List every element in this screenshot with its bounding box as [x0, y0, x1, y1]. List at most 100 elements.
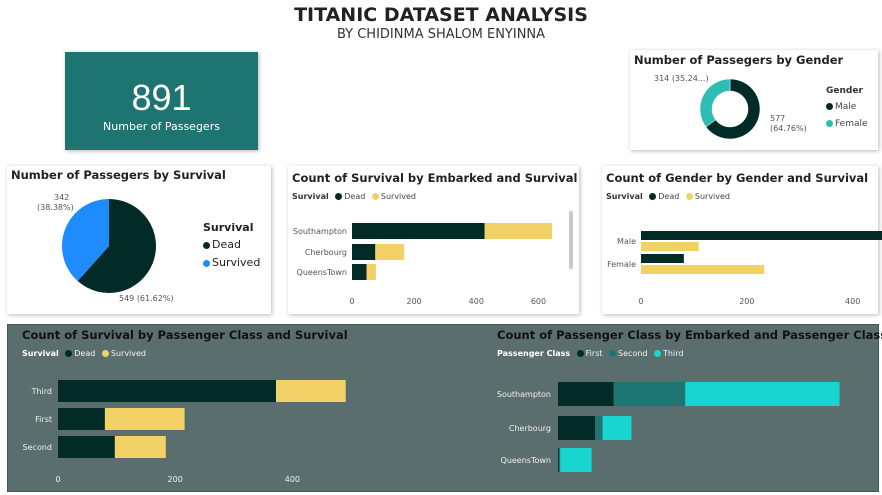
- legend-label: Second: [618, 349, 648, 358]
- survival-pie-card[interactable]: Number of Passegers by Survival 342 (38.…: [7, 166, 271, 314]
- male-dot-icon: [826, 103, 833, 110]
- bar-survived-third[interactable]: [275, 380, 346, 402]
- bar-dead-male[interactable]: [641, 231, 882, 240]
- class-embarked-legend: Passenger Class First Second Third: [497, 349, 683, 358]
- x-tick-label: 600: [531, 297, 546, 306]
- category-label: Third: [31, 387, 52, 396]
- category-label: First: [35, 415, 52, 424]
- x-tick-label: 200: [168, 475, 183, 484]
- male-data-label-count: 577: [770, 114, 786, 123]
- dead-dot-icon: [65, 350, 73, 357]
- dead-data-label: 549 (61.62%): [119, 294, 174, 303]
- passenger-count-card[interactable]: 891 Number of Passegers: [65, 52, 258, 150]
- bar-survived-southampton[interactable]: [484, 223, 553, 239]
- category-label: QueensTown: [501, 456, 551, 465]
- chart-title: Count of Gender by Gender and Survival: [606, 171, 869, 185]
- bar-survived-male[interactable]: [641, 242, 699, 251]
- bar-third-queenstown[interactable]: [560, 448, 592, 472]
- x-tick-label: 0: [55, 475, 60, 484]
- female-dot-icon: [826, 120, 833, 127]
- bar-survived-second[interactable]: [114, 436, 166, 458]
- legend-label: Survived: [694, 192, 731, 201]
- bar-dead-second[interactable]: [58, 436, 115, 458]
- gender-donut-chart[interactable]: [630, 50, 878, 150]
- bar-third-southampton[interactable]: [685, 382, 840, 406]
- legend-label: Dead: [212, 238, 241, 251]
- chart-legend: Survival Dead Survived: [606, 192, 730, 201]
- legend-label: Dead: [74, 349, 96, 358]
- kpi-label: Number of Passegers: [103, 120, 220, 133]
- legend-title: Survival: [203, 221, 254, 234]
- x-tick-label: 400: [285, 475, 300, 484]
- pie-slice-dead[interactable]: [77, 199, 157, 293]
- survived-dot-icon: [685, 193, 693, 200]
- category-label: Second: [23, 443, 52, 452]
- legend-title: Passenger Class: [497, 349, 571, 358]
- survived-data-label-count: 342: [54, 193, 70, 202]
- legend-title: Gender: [826, 86, 863, 96]
- survived-dot-icon: [101, 350, 109, 357]
- gender-survival-chart[interactable]: Male Female 0 200 400: [602, 166, 882, 314]
- gender-survival-card[interactable]: Count of Gender by Gender and Survival S…: [602, 166, 882, 314]
- category-label: Southampton: [497, 390, 551, 399]
- pie-slice-survived[interactable]: [61, 199, 109, 282]
- bar-first-southampton[interactable]: [558, 382, 614, 406]
- legend-label: Dead: [344, 192, 366, 201]
- bar-dead-cherbourg[interactable]: [352, 244, 376, 260]
- embarked-survival-chart[interactable]: Southampton Cherbourg QueensTown 0 200 400 600: [288, 166, 579, 314]
- bar-survived-cherbourg[interactable]: [375, 244, 405, 260]
- class-survival-legend: Survival Dead Survived: [22, 349, 146, 358]
- class-embarked-title: Count of Passenger Class by Embarked and…: [497, 328, 882, 342]
- bar-dead-first[interactable]: [58, 408, 105, 430]
- bar-third-cherbourg[interactable]: [602, 416, 632, 440]
- category-label: Female: [607, 260, 636, 269]
- third-dot-icon: [654, 350, 662, 357]
- gender-donut-card[interactable]: Number of Passegers by Gender 314 (35.24…: [630, 50, 878, 150]
- male-data-label-pct: (64.76%): [770, 124, 807, 133]
- legend-label: Female: [835, 119, 868, 129]
- legend-title: Survival: [606, 192, 643, 201]
- x-tick-label: 400: [845, 297, 860, 306]
- embarked-survival-card[interactable]: Count of Survival by Embarked and Surviv…: [288, 166, 579, 314]
- legend-title: Survival: [292, 192, 329, 201]
- legend-label: Survived: [380, 192, 417, 201]
- bar-survived-female[interactable]: [641, 265, 765, 274]
- bar-dead-southampton[interactable]: [352, 223, 485, 239]
- survival-pie-chart[interactable]: [7, 166, 271, 314]
- legend-item-dead[interactable]: Dead: [203, 238, 260, 251]
- category-label: Southampton: [293, 227, 347, 236]
- chart-title: Number of Passegers by Survival: [11, 168, 226, 182]
- bar-second-cherbourg[interactable]: [595, 416, 603, 440]
- bar-second-queenstown[interactable]: [558, 448, 561, 472]
- survival-legend: Survival Dead Survived: [203, 221, 260, 269]
- legend-label: Survived: [212, 256, 261, 269]
- bar-dead-third[interactable]: [58, 380, 276, 402]
- dashboard-subtitle: BY CHIDINMA SHALOM ENYINNA: [336, 27, 546, 42]
- category-label: Male: [617, 237, 636, 246]
- bar-first-cherbourg[interactable]: [558, 416, 596, 440]
- chart-legend: Survival Dead Survived: [292, 192, 416, 201]
- legend-label: Survived: [110, 349, 147, 358]
- legend-item-female[interactable]: Female: [826, 119, 868, 129]
- survived-dot-icon: [371, 193, 379, 200]
- bar-survived-first[interactable]: [104, 408, 185, 430]
- dead-dot-icon: [649, 193, 657, 200]
- bar-dead-queenstown[interactable]: [352, 264, 367, 280]
- first-dot-icon: [576, 350, 584, 357]
- bar-survived-queenstown[interactable]: [366, 264, 376, 280]
- kpi-value: 891: [131, 77, 192, 118]
- scrollbar[interactable]: [569, 211, 573, 269]
- legend-title: Survival: [22, 349, 59, 358]
- bar-first-queenstown[interactable]: [558, 448, 559, 472]
- legend-item-male[interactable]: Male: [826, 102, 868, 112]
- legend-item-survived[interactable]: Survived: [203, 256, 260, 269]
- category-label: Cherbourg: [509, 424, 551, 433]
- x-tick-label: 0: [349, 297, 354, 306]
- bar-second-southampton[interactable]: [613, 382, 686, 406]
- donut-slice-male[interactable]: [705, 78, 761, 140]
- bar-dead-female[interactable]: [641, 254, 684, 263]
- survived-dot-icon: [203, 260, 210, 267]
- survived-data-label-pct: (38.38%): [37, 203, 74, 212]
